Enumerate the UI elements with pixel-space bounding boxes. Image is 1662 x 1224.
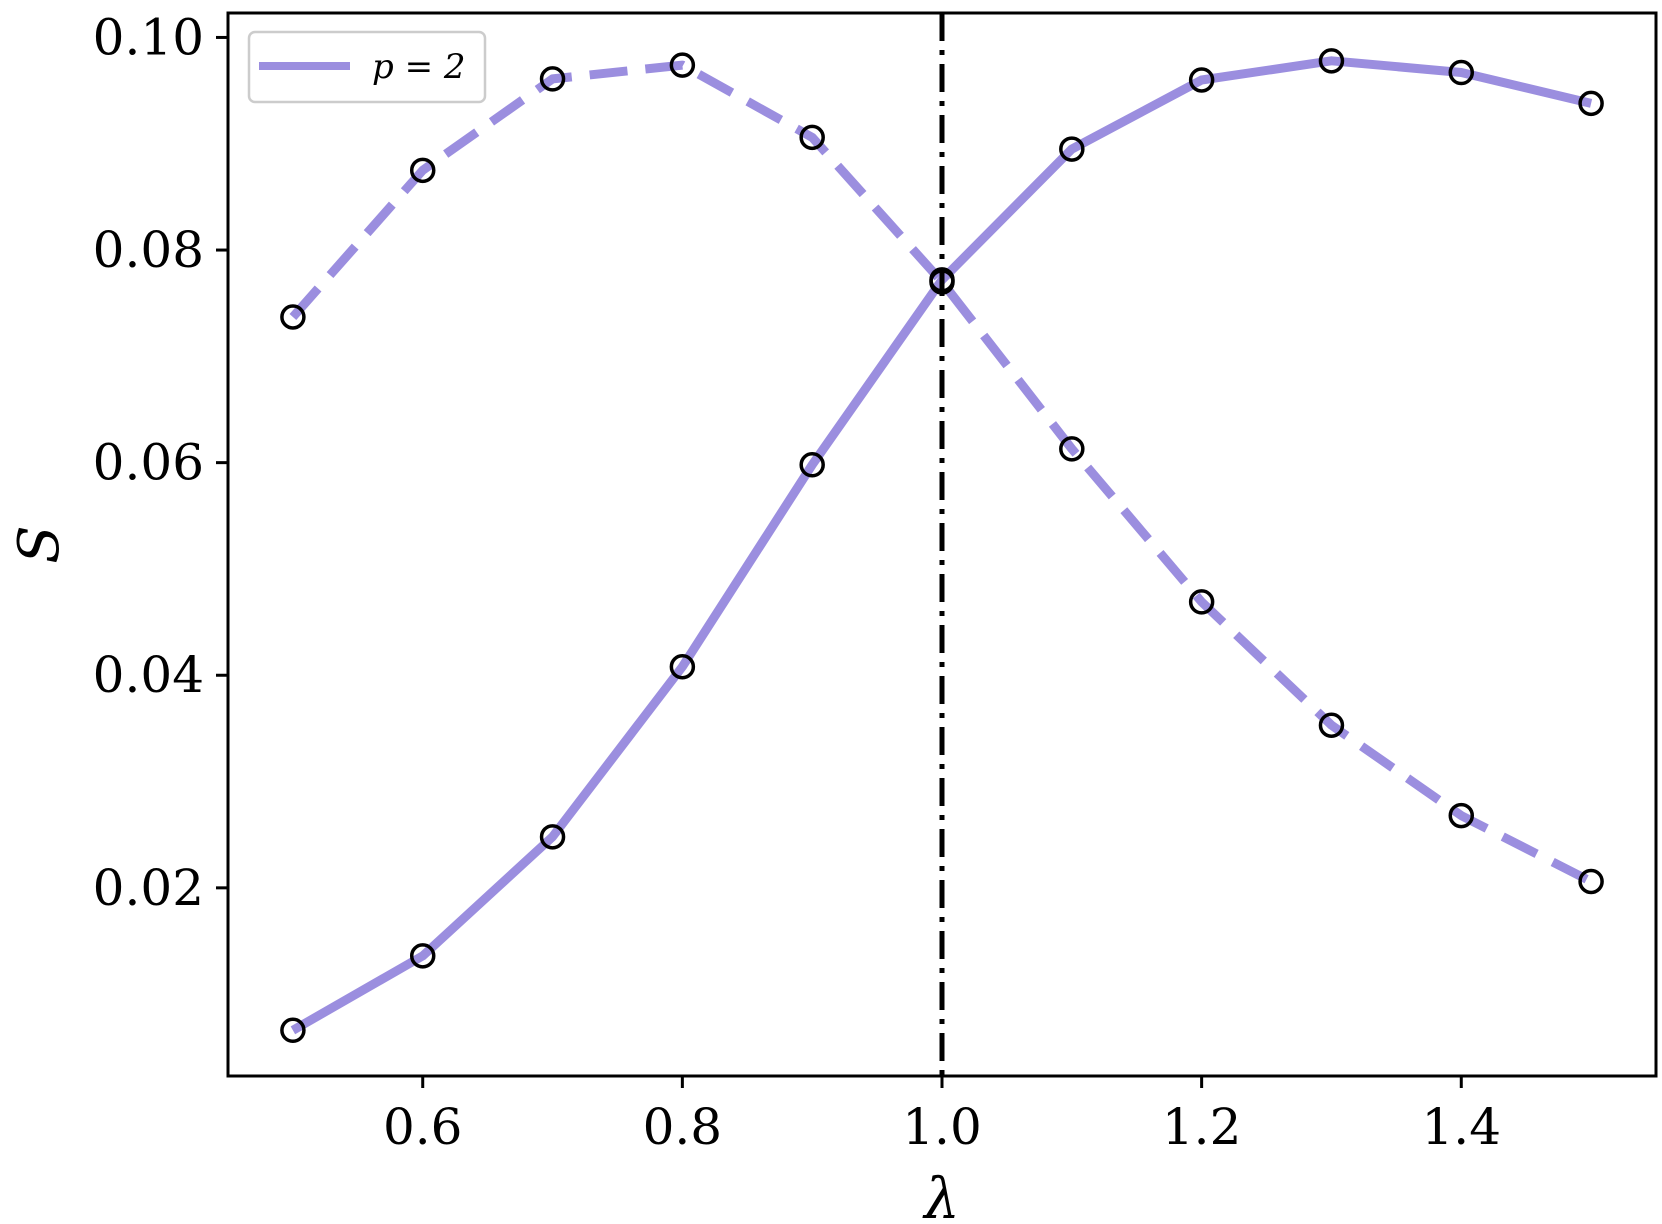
x-tick-label: 1.4 xyxy=(1422,1098,1502,1156)
x-tick-label: 0.8 xyxy=(643,1098,723,1156)
data-point-dashed-2 xyxy=(539,66,566,92)
data-point-solid-3 xyxy=(669,653,696,680)
legend-box xyxy=(247,30,487,104)
x-axis-label: λ xyxy=(922,1167,960,1224)
data-point-dashed-5 xyxy=(929,269,955,295)
y-tick-label: 0.06 xyxy=(93,434,204,492)
data-point-dashed-1 xyxy=(409,157,436,184)
y-tick-label: 0.08 xyxy=(93,221,204,279)
data-point-dashed-8 xyxy=(1318,712,1345,738)
data-point-solid-9 xyxy=(1448,59,1475,86)
data-point-solid-1 xyxy=(409,943,436,969)
y-axis: 0.02 0.04 0.06 0.08 0.10 xyxy=(93,8,228,917)
y-tick-label: 0.10 xyxy=(93,8,204,66)
y-axis-label: S xyxy=(7,525,72,563)
marker-layer xyxy=(280,48,1604,1044)
series-line-dashed xyxy=(289,60,1594,886)
data-point-dashed-0 xyxy=(280,304,306,330)
y-tick-label: 0.02 xyxy=(93,859,204,917)
data-point-solid-7 xyxy=(1188,67,1215,93)
x-tick-label: 1.0 xyxy=(902,1098,982,1156)
data-point-dashed-4 xyxy=(799,124,825,151)
data-point-dashed-6 xyxy=(1059,436,1085,462)
data-point-dashed-9 xyxy=(1448,802,1475,829)
legend: p = 2 xyxy=(247,30,487,104)
data-point-solid-4 xyxy=(799,452,825,478)
data-point-dashed-3 xyxy=(669,52,696,78)
data-point-solid-10 xyxy=(1578,90,1604,117)
data-point-solid-6 xyxy=(1059,136,1085,162)
y-tick-label: 0.04 xyxy=(93,646,204,704)
data-point-solid-8 xyxy=(1318,48,1345,74)
x-axis: 0.6 0.8 1.0 1.2 1.4 xyxy=(383,1076,1501,1156)
data-point-dashed-7 xyxy=(1188,589,1215,615)
data-point-solid-0 xyxy=(280,1017,306,1044)
x-tick-label: 0.6 xyxy=(383,1098,463,1156)
data-point-dashed-10 xyxy=(1578,868,1604,895)
legend-label: p = 2 xyxy=(372,47,466,87)
data-point-solid-2 xyxy=(539,824,566,850)
x-tick-label: 1.2 xyxy=(1162,1098,1242,1156)
